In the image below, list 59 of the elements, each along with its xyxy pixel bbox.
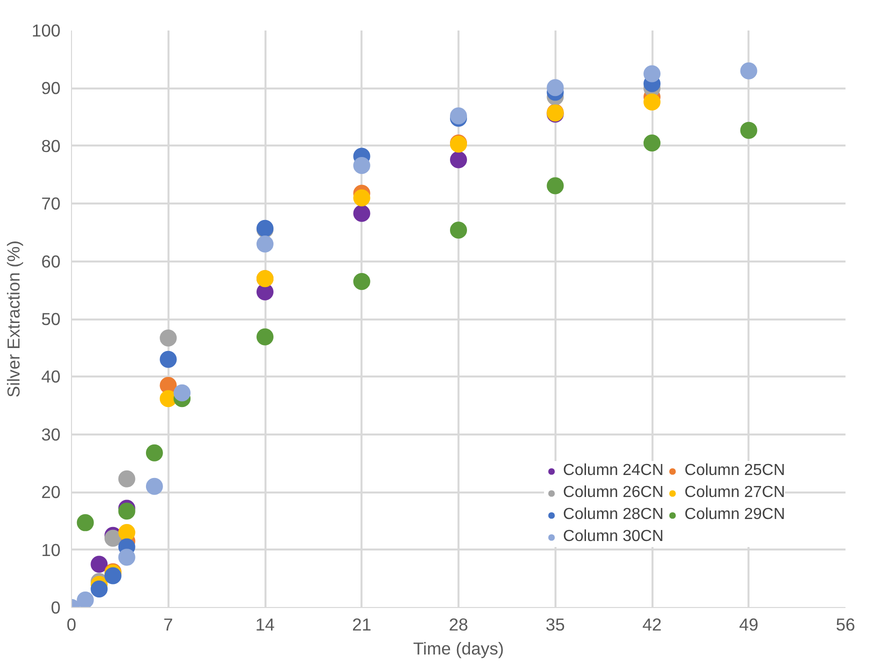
legend-label: Column 25CN — [684, 462, 785, 480]
legend-label: Column 27CN — [684, 484, 785, 502]
x-tick-label: 7 — [163, 614, 174, 634]
x-tick-label: 49 — [739, 614, 758, 634]
point — [353, 157, 370, 174]
point — [90, 556, 108, 573]
legend-label: Column 26CN — [563, 484, 664, 502]
x-tick-label: 42 — [642, 614, 662, 634]
point — [160, 330, 177, 347]
y-tick-label: 90 — [41, 78, 61, 98]
y-tick-label: 10 — [41, 540, 61, 560]
x-tick-label: 0 — [66, 614, 76, 634]
point — [256, 328, 274, 346]
x-tick-label: 21 — [352, 614, 372, 634]
point — [146, 478, 163, 495]
point — [104, 530, 122, 547]
y-tick-label: 50 — [41, 309, 61, 329]
x-tick-label: 14 — [255, 614, 275, 634]
y-tick-label: 60 — [41, 251, 61, 272]
point — [644, 65, 660, 82]
point — [546, 79, 564, 96]
y-tick-label: 70 — [41, 194, 61, 214]
point — [160, 350, 177, 368]
point — [76, 592, 94, 608]
y-tick-label: 100 — [32, 20, 61, 40]
point — [118, 470, 136, 488]
point — [90, 580, 108, 598]
y-tick-label: 40 — [41, 366, 61, 387]
point — [118, 524, 136, 541]
y-tick-label: 80 — [41, 136, 61, 156]
point — [546, 177, 564, 194]
point — [450, 151, 467, 168]
x-tick-label: 35 — [546, 614, 565, 634]
point — [740, 122, 758, 139]
y-tick-label: 0 — [50, 598, 61, 618]
y-axis-title: Silver Extraction (%) — [4, 240, 24, 398]
point — [740, 62, 758, 80]
point — [450, 222, 467, 239]
point — [174, 384, 191, 402]
point — [118, 502, 136, 520]
legend-label: Column 24CN — [563, 462, 664, 480]
legend-label: Column 30CN — [563, 528, 664, 546]
point — [353, 189, 370, 206]
y-tick-label: 20 — [41, 482, 61, 502]
point — [353, 273, 370, 290]
x-tick-label: 28 — [448, 614, 468, 634]
x-tick-label: 56 — [836, 614, 856, 634]
point — [644, 94, 660, 111]
point — [256, 236, 274, 252]
legend-label: Column 28CN — [563, 506, 664, 524]
y-tick-label: 30 — [41, 424, 61, 444]
point — [353, 204, 370, 222]
x-axis-title: Time (days) — [413, 638, 504, 658]
point — [104, 567, 122, 584]
point — [644, 134, 660, 152]
legend-label: Column 29CN — [684, 506, 785, 524]
point — [76, 514, 94, 532]
point — [118, 548, 136, 566]
point — [146, 444, 163, 462]
